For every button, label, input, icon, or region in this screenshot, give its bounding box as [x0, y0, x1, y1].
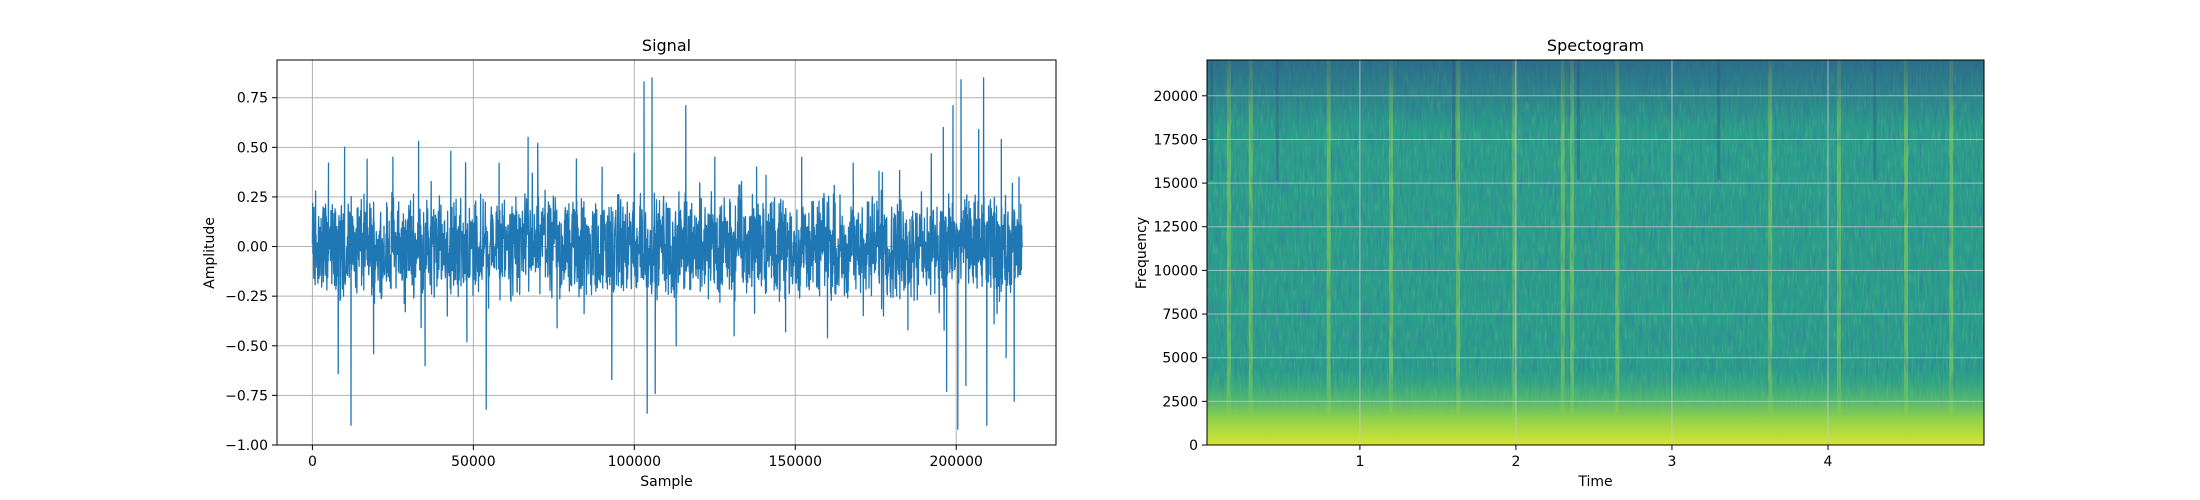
- signal-y-tick-label: 0.50: [237, 140, 268, 156]
- signal-y-tick-label: 0.00: [237, 240, 268, 256]
- spectrogram-y-tick-label: 17500: [1153, 132, 1198, 148]
- spectrogram-y-tick-label: 0: [1189, 438, 1198, 454]
- signal-x-tick-label: 100000: [608, 454, 661, 470]
- spectrogram-y-tick-label: 5000: [1162, 351, 1198, 367]
- signal-title: Signal: [642, 36, 691, 55]
- signal-x-axis-label: Sample: [640, 474, 693, 490]
- signal-axes-frame: [276, 59, 1057, 446]
- spectrogram-x-tick-label: 2: [1511, 454, 1520, 470]
- signal-x-tick-label: 50000: [451, 454, 496, 470]
- signal-y-tick-label: −0.75: [225, 388, 268, 404]
- spectrogram-x-tick-label: 4: [1824, 454, 1833, 470]
- spectrogram-y-axis-label: Frequency: [1134, 217, 1150, 289]
- spectrogram-axes-frame: [1206, 59, 1985, 446]
- spectrogram-x-axis-label: Time: [1577, 474, 1612, 490]
- signal-y-tick-label: −0.50: [225, 339, 268, 355]
- signal-waveform-line: [311, 77, 1023, 430]
- spectrogram-image: [1207, 60, 1984, 445]
- spectrogram-grid: [1207, 60, 1984, 445]
- spectrogram-y-tick-label: 10000: [1153, 263, 1198, 279]
- spectrogram-x-tick-label: 3: [1667, 454, 1676, 470]
- signal-x-tick-label: 150000: [769, 454, 822, 470]
- spectrogram-y-tick-label: 7500: [1162, 307, 1198, 323]
- spectrogram-y-ticks: 0 2500 5000 7500 10000 12500 15000 17500 20000: [1153, 89, 1207, 454]
- signal-x-tick-label: 200000: [929, 454, 982, 470]
- spectrogram-axes: Spectogram 1 2 3 4 0 2500 5000 7500 10000 12500 1…: [1134, 36, 1985, 490]
- spectrogram-y-tick-label: 2500: [1162, 394, 1198, 410]
- signal-y-tick-label: 0.25: [237, 190, 268, 206]
- spectrogram-y-tick-label: 15000: [1153, 176, 1198, 192]
- spectrogram-y-tick-label: 12500: [1153, 220, 1198, 236]
- signal-axes: Signal 0 50000 100000 150000 200000 −1.00 −0.…: [202, 36, 1057, 490]
- signal-y-ticks: −1.00 −0.75 −0.50 −0.25 0.00 0.25 0.50 0.75: [225, 91, 277, 454]
- spectrogram-title: Spectogram: [1547, 36, 1644, 55]
- signal-y-tick-label: −1.00: [225, 438, 268, 454]
- signal-y-tick-label: −0.25: [225, 289, 268, 305]
- signal-y-tick-label: 0.75: [237, 91, 268, 107]
- spectrogram-y-tick-label: 20000: [1153, 89, 1198, 105]
- signal-x-tick-label: 0: [308, 454, 317, 470]
- spectrogram-x-ticks: 1 2 3 4: [1355, 445, 1833, 470]
- signal-y-axis-label: Amplitude: [202, 217, 218, 289]
- spectrogram-x-tick-label: 1: [1355, 454, 1364, 470]
- signal-x-ticks: 0 50000 100000 150000 200000: [308, 445, 983, 470]
